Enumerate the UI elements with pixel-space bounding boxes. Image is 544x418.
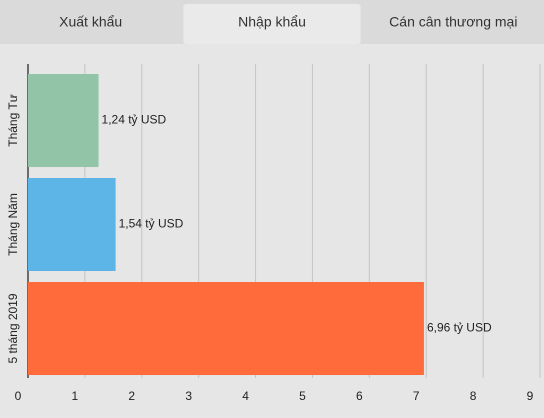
tab[interactable] [364,4,542,44]
x-tick-label: 1 [72,389,79,403]
x-tick-label: 7 [413,389,420,403]
x-tick-label: 0 [15,389,22,403]
value-label: 6,96 tỷ USD [427,321,492,335]
x-tick-label: 4 [242,389,249,403]
value-label: 1,24 tỷ USD [102,113,167,127]
y-tick-label: 5 tháng 2019 [6,293,20,363]
tab-label[interactable]: Cán cân thương mại [389,14,517,30]
x-tick-label: 2 [128,389,135,403]
bar [28,282,424,375]
tab[interactable] [183,4,361,44]
tab[interactable] [2,4,180,44]
x-tick-label: 6 [356,389,363,403]
value-label: 1,54 tỷ USD [119,217,184,231]
y-tick-label: Tháng Năm [6,193,20,256]
x-tick-label: 3 [185,389,192,403]
x-tick-label: 8 [470,389,477,403]
x-tick-label: 9 [527,389,534,403]
bar [28,178,116,271]
bar [28,74,99,167]
tab-label[interactable]: Nhập khẩu [238,14,306,30]
tab-label[interactable]: Xuất khẩu [59,14,122,30]
y-tick-label: Tháng Tư [6,94,20,147]
x-tick-label: 5 [299,389,306,403]
